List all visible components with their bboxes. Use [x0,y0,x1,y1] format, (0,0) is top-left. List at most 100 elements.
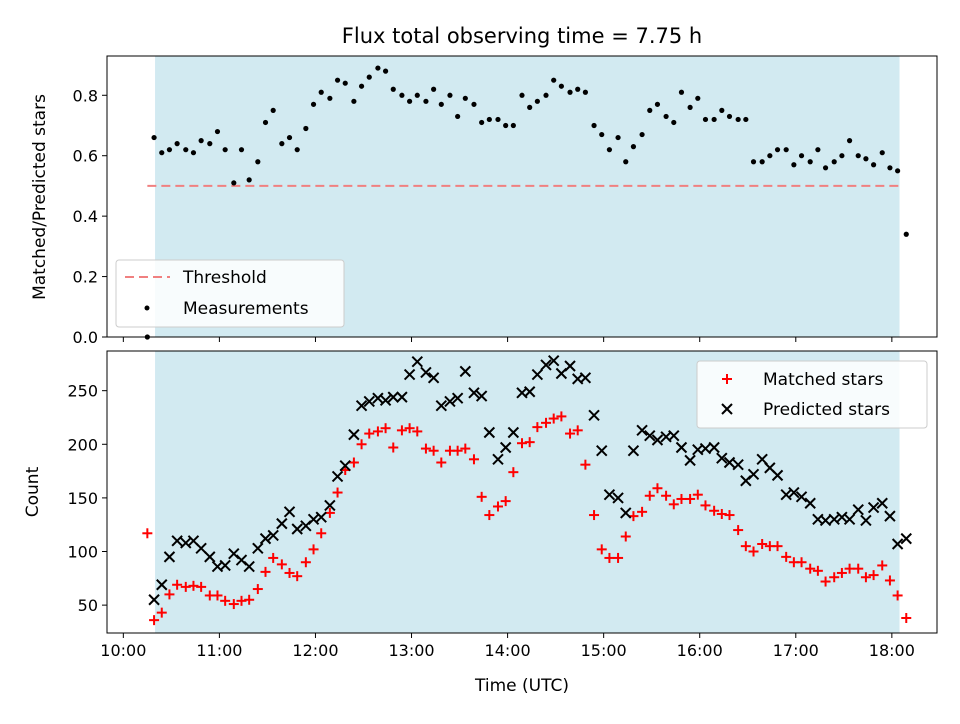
measurement-point [895,168,901,174]
measurement-point [671,119,677,126]
matched-point [500,496,511,507]
measurement-point [303,125,309,132]
matched-point [300,557,311,568]
matched-point [364,428,375,439]
matched-point [860,572,871,583]
measurement-point [151,134,157,141]
measurement-point [246,177,252,183]
measurement-point [767,153,773,159]
x-tick-label: 16:00 [677,641,723,660]
matched-point [396,425,407,436]
matched-point [868,570,879,581]
matched-point [180,581,191,592]
measurement-point [438,101,444,107]
matched-point [484,510,495,521]
measurement-point [639,131,645,138]
predicted-point [852,503,864,516]
measurement-point [582,89,589,95]
measurement-point [414,92,420,98]
matched-point [172,579,183,590]
matched-point [372,426,383,437]
measurement-point [214,128,221,135]
predicted-point [579,372,592,384]
matched-point [700,500,711,511]
predicted-point [315,511,327,523]
measurement-point [599,131,605,138]
y-tick-label: 0.4 [73,207,98,226]
matched-point [292,571,303,582]
predicted-point [283,506,296,518]
measurement-point [166,147,173,153]
y-tick-label: 250 [67,382,98,401]
predicted-point [396,391,408,403]
predicted-point [651,434,664,446]
predicted-point [355,399,368,412]
measurement-point [615,134,621,141]
matched-point [781,551,792,562]
measurements-series [144,65,909,340]
predicted-point [636,424,648,437]
measurement-point [390,86,396,92]
predicted-point [324,499,336,512]
predicted-point [620,507,632,519]
predicted-point [451,392,464,404]
matched-point [316,528,327,539]
matched-point [805,563,816,574]
measurement-point [198,138,204,144]
measurement-point [695,95,701,101]
legend-matched-swatch [722,374,732,384]
matched-point [308,544,319,555]
measurement-point [207,141,213,147]
matched-point [220,595,231,606]
measurement-point [591,122,597,129]
matched-point [228,599,239,610]
bottom-panel: 50 100 150 200 250 10:00 11:00 12:00 13:00 14:00… [23,350,938,696]
predicted-point [499,441,512,454]
matched-point [740,541,751,552]
measurement-point [183,147,189,153]
predicted-point [379,394,392,407]
bottom-plot-frame [106,350,938,634]
measurement-point [351,98,357,104]
matched-point [508,467,519,478]
matched-point [452,445,463,456]
predicted-point [331,470,344,483]
predicted-point [612,492,624,504]
matched-point [620,531,631,542]
top-x-axis [122,337,893,342]
bottom-y-axis-label: Count [23,466,43,517]
matched-point [436,457,447,468]
measurement-point [159,150,165,156]
matched-point [524,437,535,448]
predicted-point [668,430,680,442]
legend-x-marker [721,403,733,415]
x-tick-label: 13:00 [388,641,434,660]
predicted-point [788,486,800,499]
matched-point [236,595,247,606]
matched-point [149,615,160,626]
predicted-point [540,359,552,371]
predicted-point [492,453,504,466]
measurement-point [783,147,789,153]
measurement-point [702,116,709,123]
legend-predicted-label: Predicted stars [763,400,890,420]
chart-title: Flux total observing time = 7.75 h [342,24,702,48]
bottom-legend: Matched stars Predicted stars [696,360,928,429]
predicted-point [747,468,760,481]
measurement-point [735,116,741,123]
predicted-point [219,559,231,572]
measurement-point [759,159,765,165]
measurement-point [310,101,317,107]
matched-point [276,559,287,570]
bottom-legend-box [696,360,928,429]
measurement-point [822,165,829,171]
measurement-point [455,113,461,120]
predicted-point [675,441,688,454]
matched-point [820,576,831,587]
matched-point [420,443,431,454]
matched-point [565,428,576,439]
measurement-point [678,89,685,95]
measurement-point [903,231,909,237]
predicted-point [195,542,207,554]
measurement-point [423,98,429,104]
